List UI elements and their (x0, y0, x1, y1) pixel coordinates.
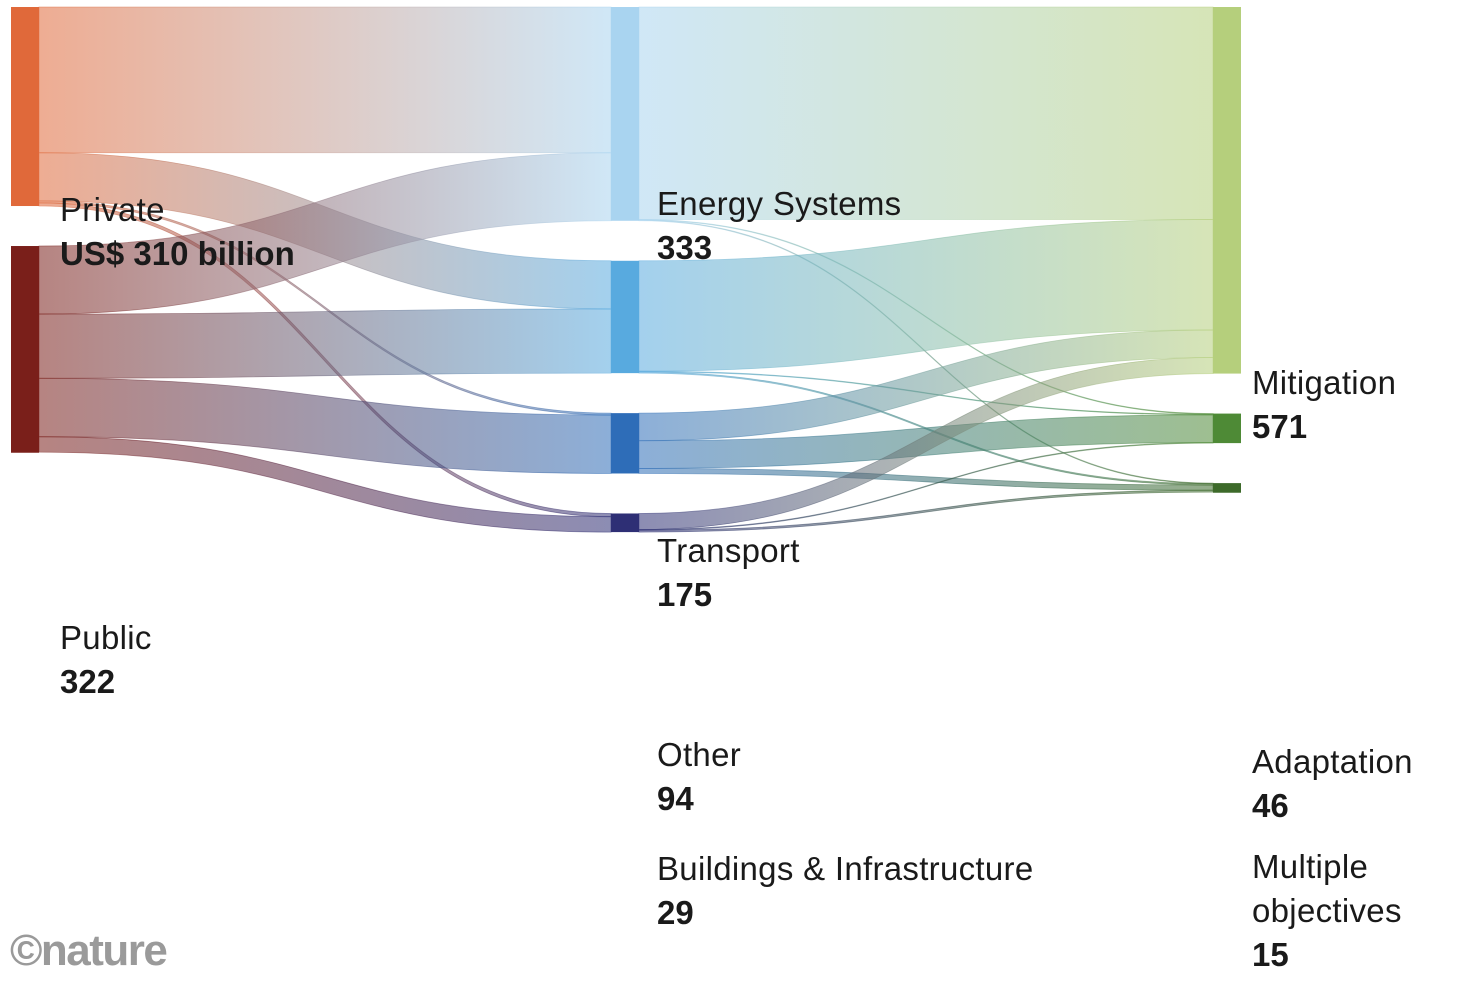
public-value: 322 (60, 663, 116, 700)
adaptation-name: Adaptation (1252, 743, 1413, 780)
node-label-multiple: Multiple objectives 15 (1252, 845, 1472, 977)
buildings-name: Buildings & Infrastructure (657, 850, 1034, 887)
node-bar-private (11, 7, 39, 207)
node-bar-mitigation (1213, 7, 1241, 374)
energy-value: 333 (657, 229, 713, 266)
adaptation-value: 46 (1252, 787, 1289, 824)
node-label-mitigation: Mitigation 571 (1252, 361, 1396, 449)
public-name: Public (60, 619, 152, 656)
nature-watermark: ©nature (10, 926, 168, 975)
node-bar-multiple (1213, 483, 1241, 493)
mitigation-name: Mitigation (1252, 364, 1397, 401)
node-bar-transport (611, 260, 639, 374)
transport-name: Transport (657, 532, 800, 569)
transport-value: 175 (657, 576, 713, 613)
flow-links (38, 6, 1214, 533)
multiple-value: 15 (1252, 936, 1289, 973)
node-bar-energy (611, 7, 639, 221)
energy-name: Energy Systems (657, 185, 902, 222)
flow-public-to-transport (38, 308, 612, 379)
flow-private-to-energy (38, 6, 612, 154)
node-label-transport: Transport 175 (657, 529, 800, 617)
node-bar-other (611, 413, 639, 474)
node-label-private: Private US$ 310 billion (60, 188, 295, 276)
node-bar-adaptation (1213, 413, 1241, 444)
node-bars (11, 7, 1241, 533)
node-label-adaptation: Adaptation 46 (1252, 740, 1413, 828)
private-value: US$ 310 billion (60, 235, 295, 272)
node-label-energy: Energy Systems 333 (657, 182, 901, 270)
buildings-value: 29 (657, 894, 694, 931)
mitigation-value: 571 (1252, 408, 1308, 445)
node-label-other: Other 94 (657, 733, 741, 821)
private-name: Private (60, 191, 165, 228)
other-value: 94 (657, 780, 694, 817)
node-bar-buildings (611, 513, 639, 533)
other-name: Other (657, 736, 742, 773)
multiple-name: Multiple objectives (1252, 848, 1402, 929)
node-label-buildings: Buildings & Infrastructure 29 (657, 847, 1033, 935)
flow-public-to-other (38, 377, 612, 474)
node-bar-public (11, 246, 39, 453)
node-label-public: Public 322 (60, 616, 152, 704)
